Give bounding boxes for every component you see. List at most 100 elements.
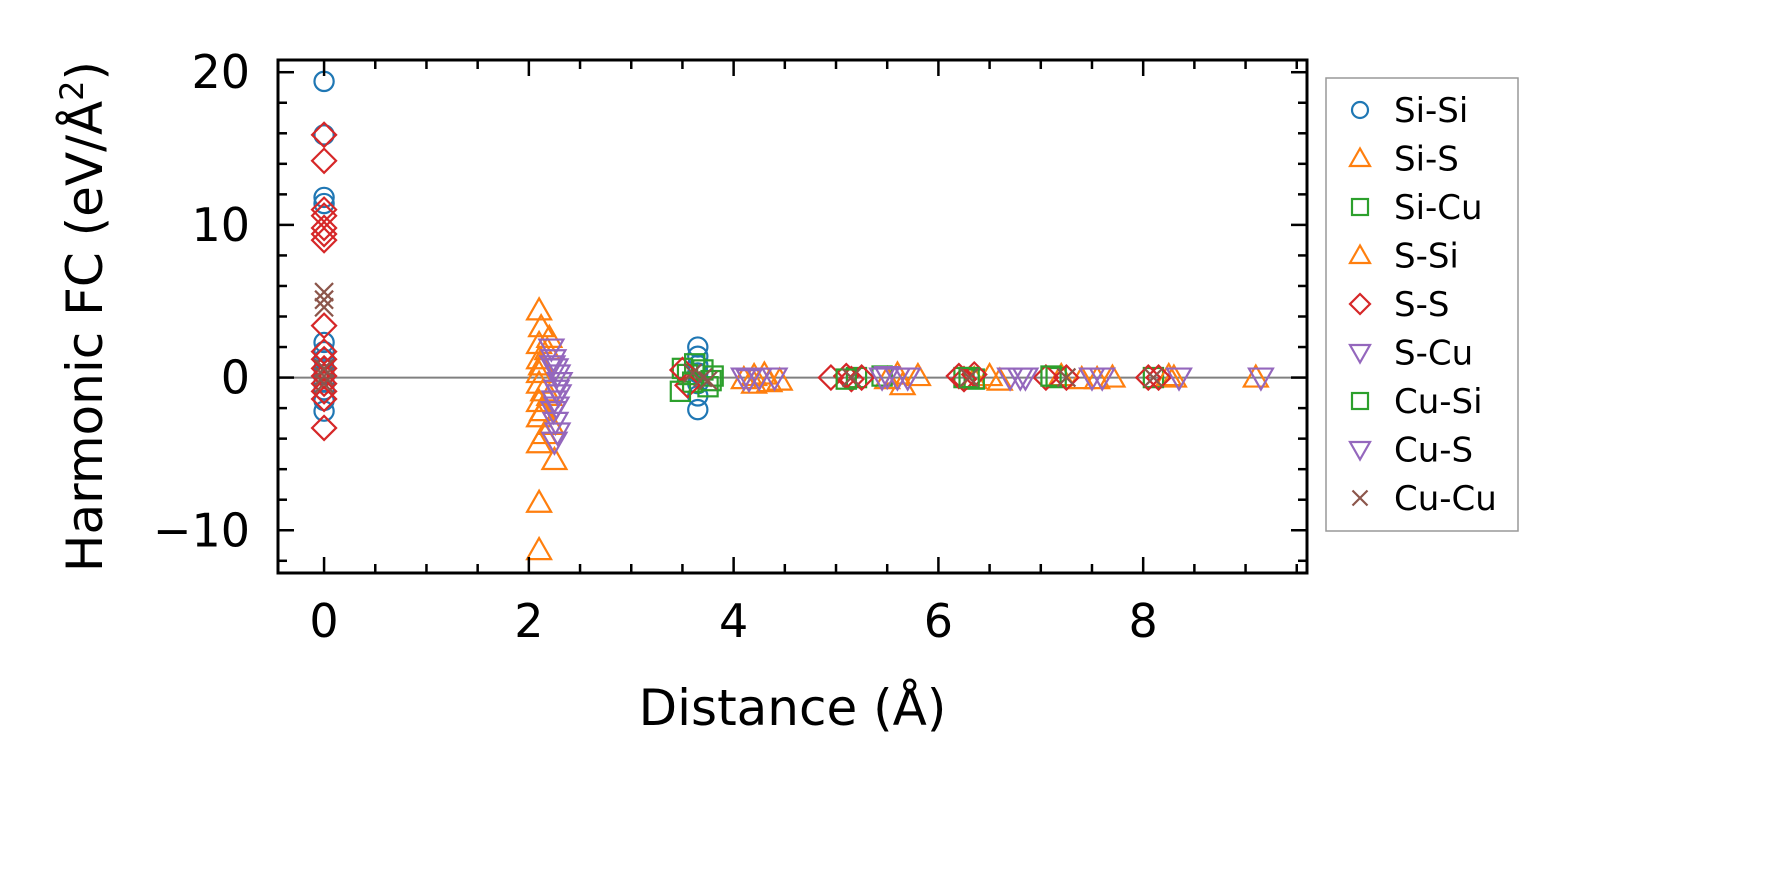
data-point [1056,367,1077,388]
data-point [1154,361,1183,387]
data-point [817,364,845,392]
data-point [1247,367,1275,392]
legend-label: S-Cu [1394,334,1473,374]
data-point [868,367,896,392]
y-tick-label: 10 [191,198,250,252]
data-point [985,366,1014,391]
data-point [837,365,865,393]
data-point [959,367,979,388]
data-point [310,214,338,242]
data-point [1142,366,1165,389]
data-point [684,353,706,375]
data-point [1067,364,1096,390]
data-point [313,331,335,354]
data-point [313,400,335,422]
legend-marker [1348,146,1372,168]
data-point [310,377,338,405]
data-point [310,226,338,254]
data-point [310,414,338,442]
y-axis-title: Harmonic FC (eV/Å2) [53,61,114,572]
legend-label: S-Si [1394,237,1459,277]
x-axis-title: Distance (Å) [639,679,947,737]
data-point [525,488,553,513]
data-point [893,367,922,392]
series-cu-cu [314,282,1164,394]
data-point [310,147,338,175]
series-cu-s [538,355,1106,421]
data-point [544,384,573,409]
data-point [540,431,569,456]
data-point [541,358,570,383]
data-point [963,368,985,390]
x-tick-label: 2 [514,594,543,648]
data-point [1098,363,1127,388]
data-point [314,297,334,318]
data-point [525,535,553,561]
legend-marker [1348,343,1372,365]
legend-label: Si-S [1394,140,1459,180]
data-point [1006,367,1035,392]
data-point [313,124,335,146]
data-point [525,358,553,384]
legend-marker [1348,243,1372,265]
data-point [1032,364,1060,392]
data-point [1143,367,1164,388]
y-axis-title-superscript: 2 [53,80,91,100]
x-tick-label: 8 [1129,594,1158,648]
legend-label: Cu-S [1394,431,1473,471]
data-point [1040,365,1062,387]
legend-marker [1350,100,1370,120]
legend-label: Cu-Cu [1394,479,1497,519]
data-point [835,368,857,390]
data-point [540,445,569,471]
data-point [313,340,335,363]
data-point [848,364,876,392]
y-tick-label: −10 [153,503,250,557]
series-s-si [527,312,1183,445]
y-tick-label: 20 [191,45,250,99]
data-point [314,289,334,310]
legend-label: Cu-Si [1394,382,1483,422]
data-point [682,363,703,383]
data-point [545,372,574,397]
legend-label: Si-Cu [1394,188,1483,228]
x-tick-label: 4 [719,594,748,648]
data-point [310,312,338,340]
data-point [542,396,571,421]
data-point [669,380,692,403]
data-point [314,358,334,379]
axis-ticks [278,60,1307,573]
data-point [1165,367,1193,392]
legend-label: Si-Si [1394,91,1468,131]
data-point [543,422,572,447]
data-point [740,361,768,387]
data-point [313,192,335,215]
tick-labels: 0 2 4 6 8 −10 0 10 20 [153,45,1158,648]
data-point [1083,364,1111,390]
data-point [873,365,902,391]
legend-marker [1350,391,1370,411]
data-point [745,367,774,392]
y-axis-title-close: ) [56,61,114,81]
data-point [904,361,932,387]
data-point [528,396,557,422]
data-point [314,282,334,302]
data-point [729,367,758,392]
data-point [735,368,763,394]
data-point [527,312,556,338]
data-point [313,186,335,209]
x-tick-label: 6 [924,594,953,648]
data-point [314,366,334,386]
y-tick-label: 0 [221,351,250,405]
data-point [888,370,917,396]
data-point [310,220,338,248]
data-point [310,385,338,413]
data-points [310,70,1275,561]
legend-marker [1348,292,1372,316]
data-point [1078,367,1106,392]
data-point [1052,364,1080,392]
data-point [310,121,338,149]
data-point [310,370,338,398]
legend-label: S-S [1394,285,1449,325]
